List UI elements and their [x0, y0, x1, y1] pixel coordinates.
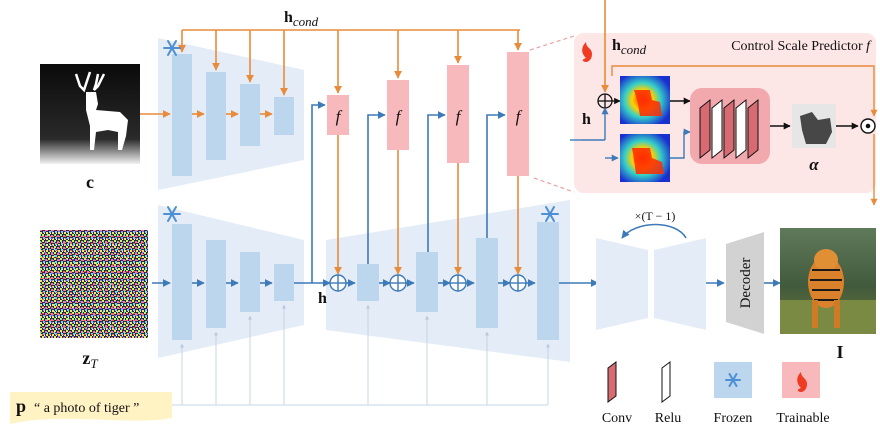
flame-icon — [582, 42, 592, 62]
loop-arrow — [621, 223, 687, 239]
unet-block — [274, 264, 294, 301]
z-label: zT — [82, 348, 98, 371]
control-scale-predictor-block — [507, 52, 529, 176]
snowflake-icon — [163, 206, 181, 222]
f-label: f — [516, 107, 523, 126]
legend-label: Conv — [602, 411, 632, 426]
unet-block — [357, 264, 379, 301]
f-label: f — [396, 107, 403, 126]
f-label: f — [336, 107, 343, 126]
unet-block — [206, 240, 226, 328]
unet-block — [240, 252, 260, 312]
control-scale-predictor-block — [327, 95, 349, 135]
legend-label: Frozen — [714, 411, 753, 426]
oplus-icon — [449, 274, 467, 292]
encoder-block — [172, 54, 192, 176]
oplus-icon — [597, 93, 613, 109]
control-scale-predictor-block — [387, 80, 409, 150]
loop-encoder — [596, 238, 648, 330]
panel-title: Control Scale Predictor f — [731, 39, 872, 54]
loop-decoder — [654, 238, 706, 330]
h-cond-label-panel: hcond — [612, 37, 647, 57]
legend-conv-icon — [607, 361, 617, 403]
conv-relu-layers — [699, 98, 759, 160]
legend-label: Trainable — [776, 411, 829, 426]
snowflake-icon — [163, 40, 181, 56]
decoder-label: Decoder — [738, 258, 754, 309]
snowflake-icon — [541, 206, 559, 222]
h-cond-bus — [178, 0, 609, 96]
oplus-icon — [329, 274, 347, 292]
prompt-box — [10, 392, 172, 424]
odot-icon — [860, 118, 876, 134]
alpha-map — [792, 104, 836, 148]
p-label: p — [16, 396, 26, 416]
encoder-block — [206, 72, 226, 160]
condition-image — [40, 64, 140, 164]
legend: Conv Relu Frozen Trainable — [602, 361, 830, 426]
oplus-icon — [509, 274, 527, 292]
control-scale-predictor-block — [447, 65, 469, 163]
loop-label: ×(T − 1) — [635, 209, 676, 223]
unet-block — [416, 252, 438, 312]
legend-relu-icon — [661, 361, 671, 403]
h-label-mid: h — [318, 290, 327, 307]
snowflake-icon — [725, 373, 741, 387]
alpha-label: α — [809, 155, 819, 174]
unet-block — [172, 224, 192, 340]
legend-label: Relu — [655, 411, 681, 426]
prompt-text: “ a photo of tiger ” — [34, 401, 139, 416]
oplus-icon — [389, 274, 407, 292]
output-image — [780, 228, 876, 334]
encoder-block — [274, 97, 294, 135]
decoder-block — [726, 232, 764, 334]
c-label: c — [86, 172, 94, 192]
prompt-condition-lines — [150, 304, 550, 406]
f-label: f — [456, 107, 463, 126]
unet-block — [476, 238, 498, 328]
encoder-block — [240, 84, 260, 146]
flame-icon — [797, 372, 807, 392]
I-label: I — [836, 342, 843, 362]
unet-block — [537, 222, 559, 340]
h-label-panel: h — [582, 111, 591, 128]
h-cond-label-top: hcond — [284, 9, 319, 29]
